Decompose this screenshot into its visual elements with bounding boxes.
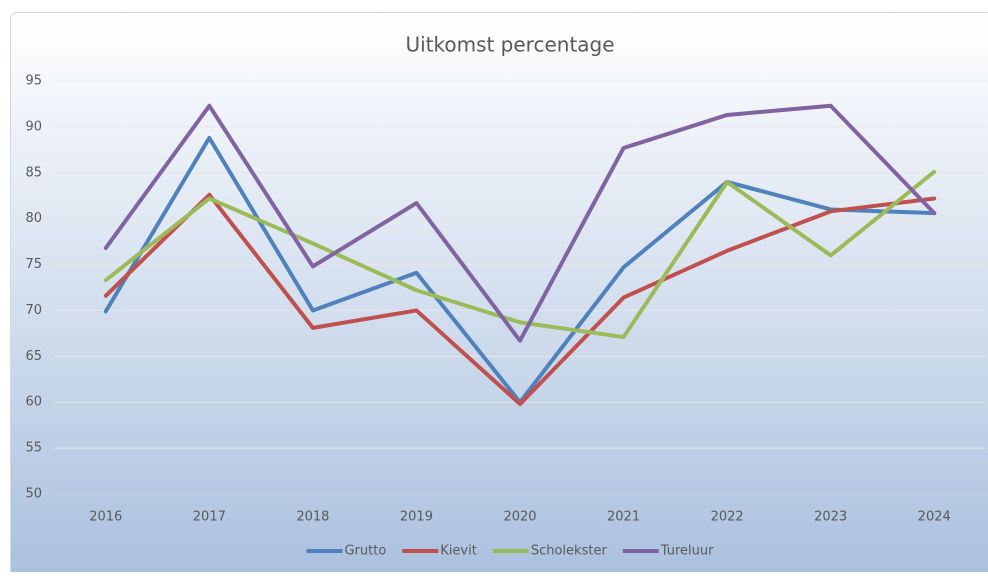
x-tick-label: 2017	[193, 510, 226, 525]
chart-panel	[11, 13, 988, 573]
y-tick-label: 95	[25, 74, 42, 89]
legend-label: Scholekster	[531, 544, 608, 559]
x-tick-label: 2022	[711, 510, 744, 525]
chart-title: Uitkomst percentage	[405, 33, 614, 57]
y-tick-label: 60	[25, 395, 42, 410]
y-tick-label: 85	[25, 165, 42, 180]
y-tick-label: 65	[25, 349, 42, 364]
y-tick-label: 55	[25, 441, 42, 456]
x-tick-label: 2020	[503, 510, 536, 525]
legend-label: Grutto	[344, 544, 386, 559]
x-tick-label: 2018	[296, 510, 329, 525]
legend-label: Kievit	[440, 544, 477, 559]
y-tick-label: 75	[25, 257, 42, 272]
y-tick-label: 70	[25, 303, 42, 318]
x-tick-label: 2024	[918, 510, 951, 525]
x-tick-label: 2016	[89, 510, 122, 525]
y-tick-label: 80	[25, 211, 42, 226]
y-tick-label: 50	[25, 487, 42, 502]
x-tick-label: 2019	[400, 510, 433, 525]
x-tick-label: 2023	[814, 510, 847, 525]
x-tick-label: 2021	[607, 510, 640, 525]
legend-label: Tureluur	[660, 544, 714, 559]
y-tick-label: 90	[25, 119, 42, 134]
